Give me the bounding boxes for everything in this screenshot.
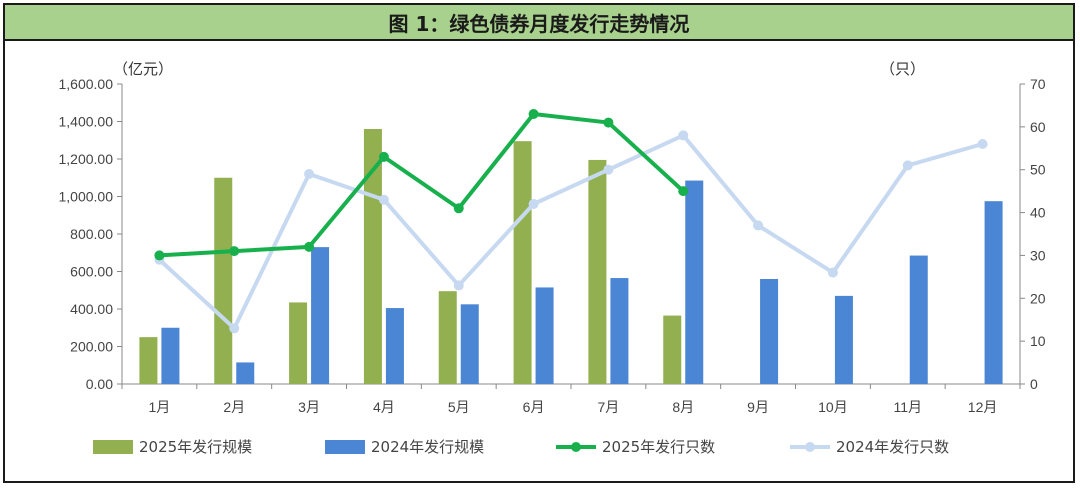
y-right-tick-label: 40 xyxy=(1030,205,1046,221)
y-left-tick-label: 1,600.00 xyxy=(59,76,114,92)
point-2024-count xyxy=(528,199,539,209)
y-left-tick-label: 800.00 xyxy=(70,226,113,242)
bar-2024-scale xyxy=(460,304,479,384)
bar-2024-scale xyxy=(610,278,629,384)
bar-2024-scale xyxy=(535,287,554,384)
x-tick-label: 10月 xyxy=(818,399,848,415)
legend-2024-count-marker xyxy=(805,442,815,452)
point-2025-count xyxy=(528,109,539,119)
point-2024-count xyxy=(453,280,464,291)
bar-2024-scale xyxy=(385,308,404,384)
chart-title: 图 1：绿色债券月度发行走势情况 xyxy=(388,11,690,36)
bar-2024-scale xyxy=(685,180,704,384)
y-left-tick-label: 0.00 xyxy=(86,376,113,392)
y-left-tick-label: 1,200.00 xyxy=(59,151,114,167)
x-tick-label: 11月 xyxy=(893,399,922,415)
bar-2025-scale xyxy=(588,159,607,384)
legend-2024-count-label: 2024年发行只数 xyxy=(836,438,949,456)
point-2025-count xyxy=(304,241,315,252)
y-right-tick-label: 30 xyxy=(1030,247,1046,263)
x-tick-label: 9月 xyxy=(747,399,769,415)
y-right-tick-label: 0 xyxy=(1030,376,1038,392)
bar-2024-scale xyxy=(161,327,180,384)
bar-2025-scale xyxy=(214,177,233,384)
y-right-tick-label: 70 xyxy=(1030,76,1046,92)
y-left-tick-label: 1,400.00 xyxy=(59,114,114,130)
y-left-tick-label: 600.00 xyxy=(70,264,113,280)
x-tick-label: 1月 xyxy=(149,399,171,415)
bar-2025-scale xyxy=(438,291,457,384)
point-2024-count xyxy=(753,220,764,231)
bar-2024-scale xyxy=(236,362,255,384)
y-right-unit: （只） xyxy=(880,60,925,78)
legend-2024-scale-swatch xyxy=(325,440,365,454)
legend-2025-scale-swatch xyxy=(93,440,133,454)
chart-frame: 图 1：绿色债券月度发行走势情况 xyxy=(3,3,1075,483)
x-tick-label: 4月 xyxy=(373,399,395,415)
y-right-tick-label: 20 xyxy=(1030,290,1046,306)
point-2025-count xyxy=(453,203,464,214)
bar-2024-scale xyxy=(760,279,779,384)
x-tick-label: 7月 xyxy=(598,399,620,415)
bar-2024-scale xyxy=(909,255,928,384)
legend-2025-count-label: 2025年发行只数 xyxy=(602,438,715,456)
line-2025-count xyxy=(159,112,685,258)
point-2024-count xyxy=(229,323,240,334)
point-2025-count xyxy=(678,186,689,197)
legend-2025-count-marker xyxy=(571,442,581,452)
x-tick-label: 5月 xyxy=(448,399,470,415)
legend-2025-scale-label: 2025年发行规模 xyxy=(139,438,252,456)
point-2024-count xyxy=(603,164,614,175)
y-left-tick-label: 400.00 xyxy=(70,301,113,317)
y-left-tick-label: 200.00 xyxy=(70,339,113,355)
point-2024-count xyxy=(378,194,389,205)
x-tick-label: 2月 xyxy=(223,399,245,415)
point-2025-count xyxy=(154,250,165,261)
x-tick-label: 6月 xyxy=(523,399,545,415)
x-tick-label: 12月 xyxy=(968,399,998,415)
y-right-tick-label: 50 xyxy=(1030,162,1046,178)
chart-title-bar: 图 1：绿色债券月度发行走势情况 xyxy=(5,5,1073,41)
point-2025-count xyxy=(603,117,614,128)
bar-2025-scale xyxy=(139,337,158,384)
point-2024-count xyxy=(827,267,838,278)
point-2025-count xyxy=(378,151,389,162)
point-2025-count xyxy=(229,246,240,257)
bar-2025-scale xyxy=(289,302,308,384)
y-left-unit: （亿元） xyxy=(113,60,173,78)
point-2024-count xyxy=(977,139,988,149)
bar-2025-scale xyxy=(513,141,532,384)
bar-2025-scale xyxy=(663,315,682,384)
x-tick-label: 8月 xyxy=(672,399,694,415)
line-2024-count xyxy=(158,133,984,331)
bar-2024-scale xyxy=(311,247,330,384)
bar-2024-scale xyxy=(834,295,853,384)
y-left-tick-label: 1,000.00 xyxy=(59,189,114,205)
y-right-tick-label: 10 xyxy=(1030,333,1046,349)
bar-2024-scale xyxy=(984,201,1003,384)
point-2024-count xyxy=(902,160,913,171)
point-2024-count xyxy=(304,169,315,179)
legend-2024-scale-label: 2024年发行规模 xyxy=(371,438,484,456)
x-tick-label: 3月 xyxy=(298,399,320,415)
point-2024-count xyxy=(678,130,689,141)
y-right-tick-label: 60 xyxy=(1030,119,1046,135)
